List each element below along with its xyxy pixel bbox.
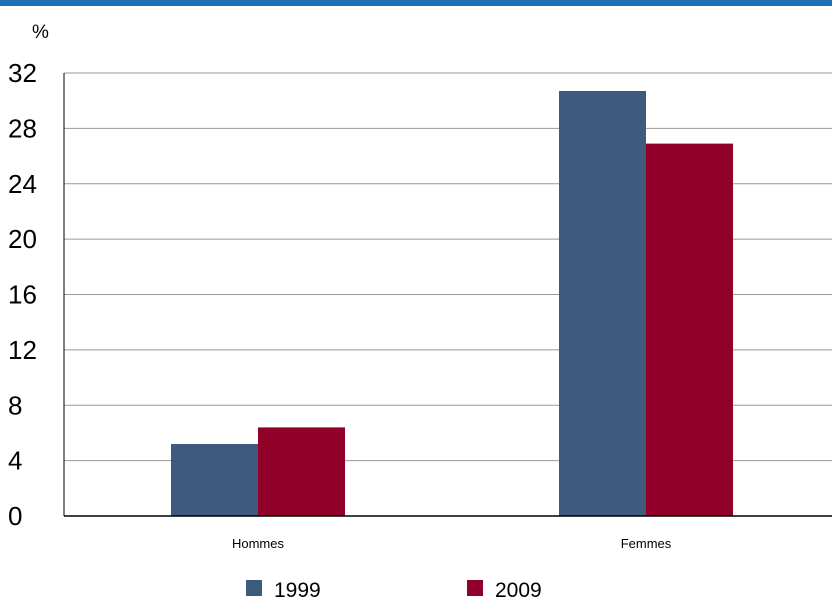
y-axis-unit-label: % [32, 22, 49, 43]
bar-femmes-1999 [559, 90, 646, 516]
bars [171, 90, 733, 516]
category-label-femmes: Femmes [621, 536, 672, 551]
y-tick-label: 16 [8, 280, 37, 310]
y-tick-label: 12 [8, 335, 37, 365]
legend-label-2009: 2009 [495, 579, 542, 598]
y-tick-label: 4 [8, 446, 22, 476]
legend: 1999 2009 [246, 579, 542, 598]
legend-swatch-2009 [467, 580, 483, 596]
top-accent-bar [0, 0, 832, 6]
legend-label-1999: 1999 [274, 579, 321, 598]
category-label-hommes: Hommes [232, 536, 285, 551]
legend-swatch-1999 [246, 580, 262, 596]
bar-hommes-2009 [258, 427, 345, 516]
y-tick-label: 0 [8, 501, 22, 531]
bar-hommes-1999 [171, 444, 258, 516]
y-tick-label: 24 [8, 169, 37, 199]
y-axis-ticks: 0 4 8 12 16 20 24 28 32 [8, 58, 37, 531]
y-tick-label: 32 [8, 58, 37, 88]
y-tick-label: 8 [8, 390, 22, 420]
y-tick-label: 20 [8, 224, 37, 254]
bar-femmes-2009 [646, 143, 733, 516]
y-tick-label: 28 [8, 113, 37, 143]
category-labels: Hommes Femmes [232, 536, 672, 551]
